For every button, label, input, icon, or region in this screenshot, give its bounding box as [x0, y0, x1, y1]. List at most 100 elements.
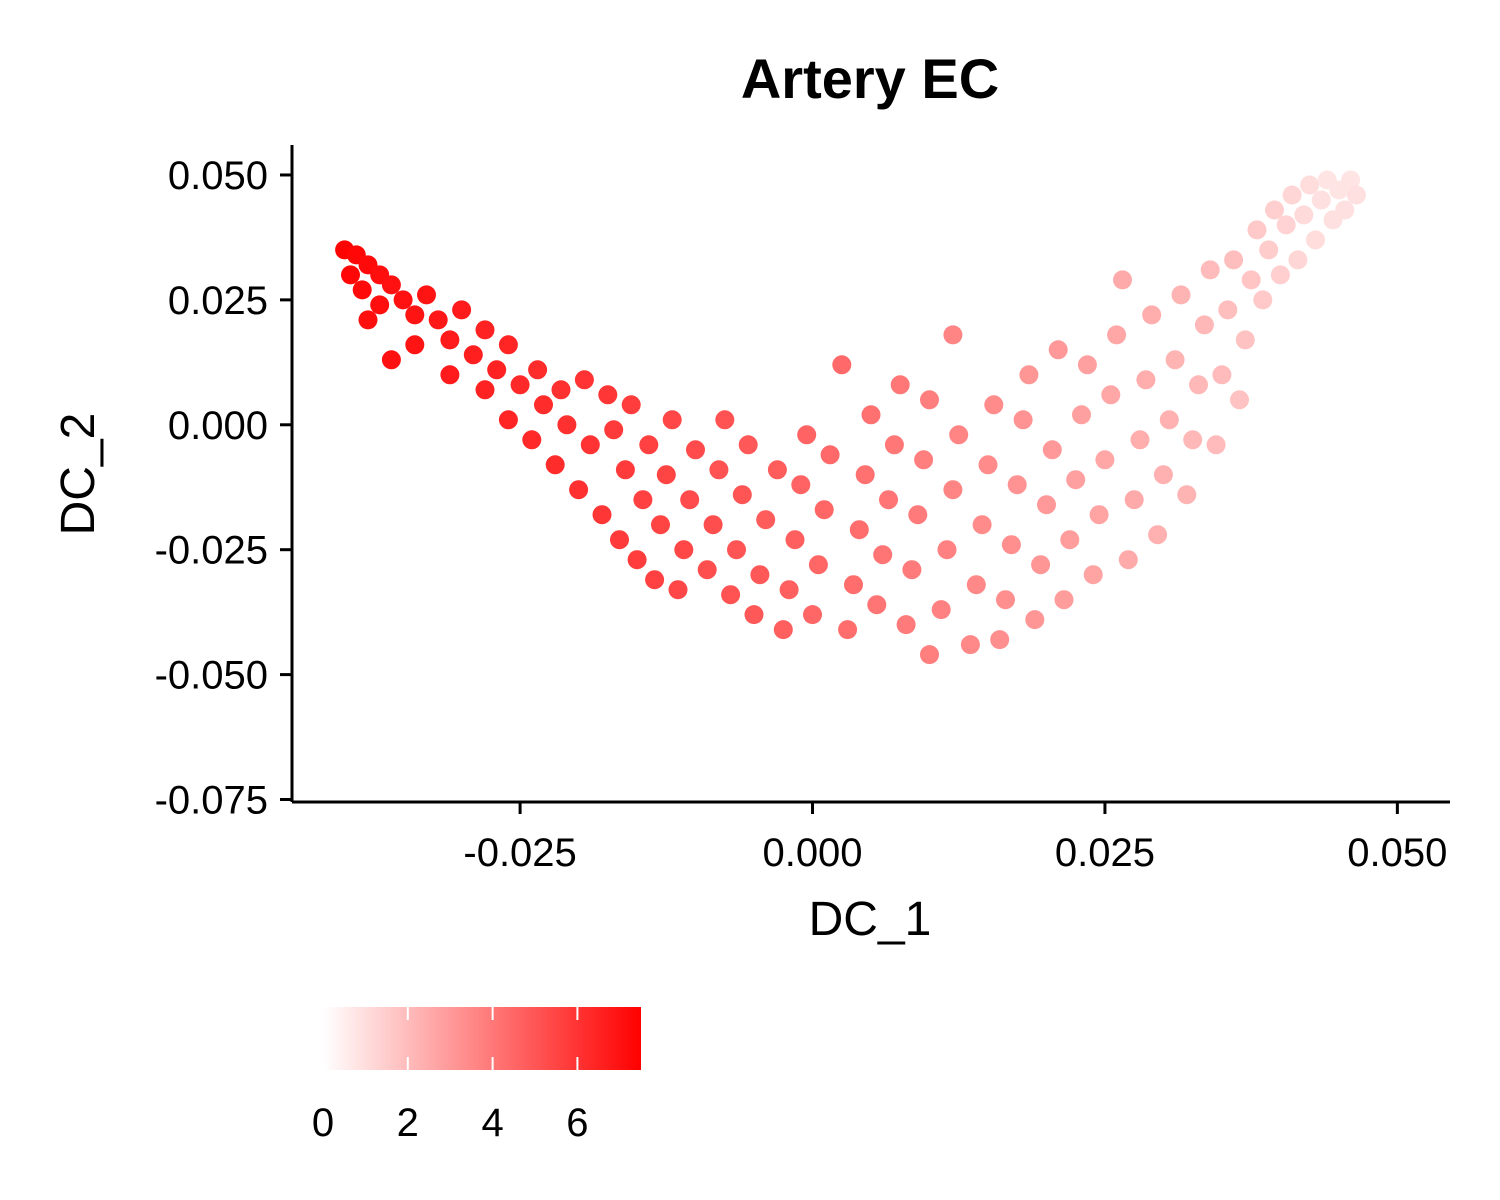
data-point-29: [557, 415, 577, 435]
data-point-11: [417, 285, 436, 305]
data-point-84: [902, 560, 922, 580]
data-point-53: [709, 460, 729, 480]
axes: [290, 145, 1450, 804]
data-point-109: [1048, 340, 1068, 360]
y-tick-label: -0.075: [155, 779, 268, 823]
data-point-152: [1300, 175, 1320, 195]
data-point-73: [838, 620, 858, 640]
data-point-55: [721, 585, 741, 605]
data-point-27: [522, 430, 542, 450]
data-point-148: [1276, 215, 1296, 235]
x-tick-label: 0.000: [762, 831, 862, 875]
data-point-134: [1194, 315, 1214, 335]
data-point-140: [1230, 390, 1249, 410]
data-point-10: [405, 305, 425, 325]
data-point-61: [756, 510, 776, 530]
data-point-108: [1042, 440, 1062, 460]
data-point-13: [381, 350, 401, 370]
data-point-110: [1054, 590, 1074, 610]
data-point-42: [627, 550, 647, 570]
data-point-87: [920, 390, 939, 410]
data-point-62: [767, 460, 787, 480]
data-point-123: [1130, 430, 1150, 450]
data-point-159: [1341, 170, 1361, 190]
data-point-154: [1311, 190, 1331, 210]
data-point-69: [808, 555, 828, 575]
data-point-16: [440, 330, 460, 350]
data-point-106: [1031, 555, 1051, 575]
chart-title: Artery EC: [741, 47, 999, 110]
legend-tick-label: 0: [312, 1101, 334, 1145]
data-point-70: [814, 500, 834, 520]
data-point-121: [1118, 550, 1138, 570]
data-point-83: [896, 615, 916, 635]
data-point-65: [785, 530, 805, 550]
data-point-56: [727, 540, 746, 560]
data-point-58: [738, 435, 758, 455]
data-point-150: [1288, 250, 1308, 270]
data-point-44: [656, 465, 676, 485]
data-point-3: [341, 265, 360, 285]
data-point-93: [949, 425, 969, 445]
data-point-48: [680, 490, 700, 510]
data-point-104: [1019, 365, 1039, 385]
data-point-136: [1206, 435, 1226, 455]
data-point-89: [931, 600, 951, 620]
data-point-12: [428, 310, 448, 330]
data-point-35: [604, 420, 624, 440]
data-point-23: [510, 375, 530, 395]
data-point-160: [1346, 185, 1366, 205]
data-point-79: [873, 545, 893, 565]
data-point-141: [1235, 330, 1255, 350]
data-point-158: [1335, 200, 1355, 220]
data-point-63: [773, 620, 793, 640]
data-point-151: [1294, 205, 1314, 225]
data-point-5: [352, 280, 372, 300]
data-point-71: [820, 445, 840, 465]
data-point-66: [791, 475, 811, 495]
data-point-153: [1306, 230, 1325, 250]
data-point-98: [984, 395, 1004, 415]
data-point-117: [1095, 450, 1115, 470]
data-point-75: [849, 520, 869, 540]
data-point-8: [393, 290, 413, 310]
data-point-31: [574, 370, 594, 390]
data-point-60: [750, 565, 770, 585]
data-point-17: [463, 345, 483, 365]
data-point-9: [358, 310, 378, 330]
data-point-146: [1265, 200, 1284, 220]
data-point-112: [1066, 470, 1086, 490]
data-point-59: [744, 605, 764, 625]
data-point-125: [1142, 305, 1162, 325]
data-point-129: [1165, 350, 1185, 370]
data-point-80: [879, 490, 898, 510]
data-point-101: [1001, 535, 1021, 555]
data-point-145: [1259, 240, 1279, 260]
y-tick-label: 0.025: [168, 279, 268, 323]
data-point-68: [803, 605, 822, 625]
data-point-41: [639, 435, 659, 455]
data-point-49: [686, 440, 705, 460]
data-point-86: [914, 450, 934, 470]
y-tick-label: -0.050: [155, 654, 268, 698]
data-point-76: [855, 465, 875, 485]
data-point-54: [715, 410, 735, 430]
color-legend: 0 2 4 6: [312, 1007, 641, 1145]
data-point-96: [972, 515, 992, 535]
data-point-45: [662, 410, 682, 430]
data-point-19: [475, 320, 495, 340]
data-point-122: [1124, 490, 1144, 510]
data-point-95: [966, 575, 986, 595]
data-point-107: [1037, 495, 1056, 515]
legend-ticks: 0 2 4 6: [312, 1007, 589, 1145]
data-point-7: [370, 295, 390, 315]
data-point-105: [1025, 610, 1045, 630]
y-axis-title: DC_2: [52, 413, 105, 536]
legend-colorbar: [323, 1007, 641, 1070]
data-point-119: [1107, 325, 1127, 345]
data-point-149: [1282, 185, 1302, 205]
data-point-78: [867, 595, 887, 615]
points-layer: [335, 170, 1366, 665]
data-point-36: [592, 505, 612, 525]
